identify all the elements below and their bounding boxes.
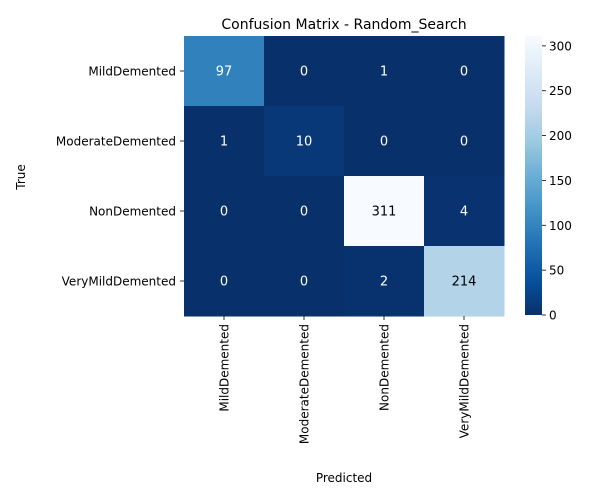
cell-value-label: 4 bbox=[460, 205, 468, 220]
heatmap-cell bbox=[264, 176, 345, 247]
y-axis-ticks: MildDemented ModerateDemented NonDemented V… bbox=[56, 65, 184, 289]
x-axis-ticks: MildDemented ModerateDemented NonDemented V… bbox=[218, 316, 472, 444]
cell-value-label: 1 bbox=[380, 65, 388, 80]
cell-value-label: 0 bbox=[220, 275, 228, 290]
x-tick-label: NonDemented bbox=[378, 324, 392, 411]
x-tick-label: VeryMildDemented bbox=[458, 324, 472, 438]
colorbar-tick-label: 0 bbox=[549, 309, 557, 323]
cell-value-label: 0 bbox=[380, 135, 388, 150]
y-tick-label: MildDemented bbox=[88, 65, 176, 79]
colorbar-tick-label: 250 bbox=[549, 84, 572, 98]
colorbar-tick-label: 150 bbox=[549, 174, 572, 188]
cell-value-label: 0 bbox=[220, 205, 228, 220]
heatmap-cell bbox=[424, 246, 505, 317]
colorbar-tick-label: 50 bbox=[549, 264, 564, 278]
heatmap-cell bbox=[264, 106, 345, 177]
y-tick-label: VeryMildDemented bbox=[62, 275, 176, 289]
heatmap-cell bbox=[344, 246, 425, 317]
heatmap-cells bbox=[184, 36, 505, 317]
y-tick-label: ModerateDemented bbox=[56, 135, 176, 149]
heatmap-cell bbox=[264, 246, 345, 317]
heatmap-cell bbox=[184, 106, 265, 177]
x-tick-label: MildDemented bbox=[218, 324, 232, 412]
x-axis-label: Predicted bbox=[316, 471, 372, 485]
cell-value-label: 10 bbox=[296, 135, 313, 150]
heatmap-cell-labels: 97 0 1 01 10 0 00 0 311 40 0 2 214 bbox=[216, 65, 477, 290]
heatmap-cell bbox=[344, 36, 425, 107]
colorbar-tick-label: 300 bbox=[549, 39, 572, 53]
colorbar-tick-label: 100 bbox=[549, 219, 572, 233]
cell-value-label: 2 bbox=[380, 275, 388, 290]
colorbar bbox=[525, 36, 542, 315]
y-tick-label: NonDemented bbox=[89, 205, 176, 219]
cell-value-label: 0 bbox=[300, 65, 308, 80]
heatmap-cell bbox=[424, 106, 505, 177]
heatmap-cell bbox=[184, 176, 265, 247]
heatmap-cell bbox=[184, 246, 265, 317]
heatmap-cell bbox=[344, 176, 425, 247]
heatmap-cell bbox=[424, 176, 505, 247]
x-tick-label: ModerateDemented bbox=[298, 324, 312, 444]
heatmap-cell bbox=[424, 36, 505, 107]
cell-value-label: 0 bbox=[460, 135, 468, 150]
y-axis-label: True bbox=[14, 164, 28, 191]
colorbar-tick-label: 200 bbox=[549, 129, 572, 143]
cell-value-label: 0 bbox=[460, 65, 468, 80]
chart-title: Confusion Matrix - Random_Search bbox=[221, 17, 466, 33]
heatmap-cell bbox=[264, 36, 345, 107]
cell-value-label: 0 bbox=[300, 205, 308, 220]
heatmap-cell bbox=[344, 106, 425, 177]
cell-value-label: 214 bbox=[452, 275, 477, 290]
cell-value-label: 97 bbox=[216, 65, 233, 80]
cell-value-label: 0 bbox=[300, 275, 308, 290]
cell-value-label: 1 bbox=[220, 135, 228, 150]
cell-value-label: 311 bbox=[372, 205, 397, 220]
colorbar-ticks: 0 50 100 150 200 250 300 bbox=[542, 39, 572, 323]
heatmap-cell bbox=[184, 36, 265, 107]
